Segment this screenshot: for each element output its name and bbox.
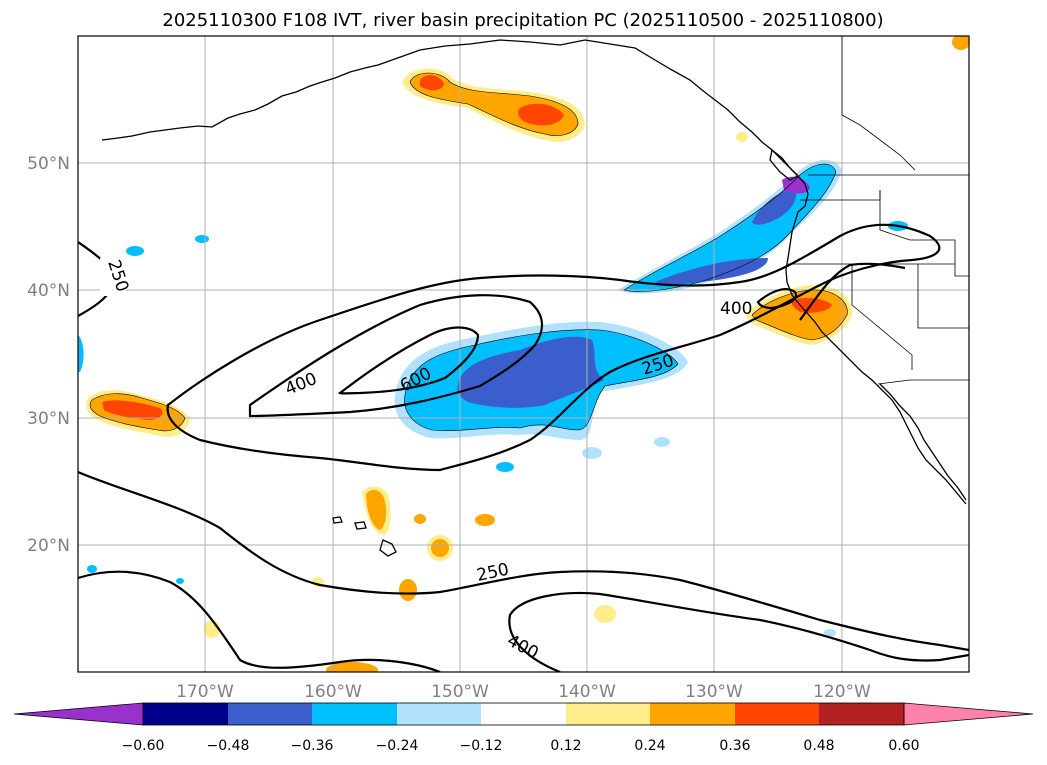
colorbar-tick-1: −0.60	[122, 738, 165, 754]
pc-pos-red-gulf-2	[517, 103, 564, 126]
positive-pc-fill	[86, 36, 969, 672]
lon-tick-160w: 160°W	[304, 682, 362, 702]
pc-pos-blob-2	[399, 579, 417, 601]
ivt-250-south-upper	[78, 470, 969, 652]
ivt-400-coast	[756, 262, 906, 321]
colorbar-above-triangle	[903, 702, 1034, 726]
colorbar-tick-7: 0.24	[634, 738, 665, 754]
colorbar-tick-4: −0.24	[376, 738, 419, 754]
colorbar-tick-5: −0.12	[460, 738, 503, 754]
coast-hawaii-oahu	[332, 516, 343, 524]
colorbar-tick-6: 0.12	[550, 738, 581, 754]
pc-outline-west	[89, 393, 186, 432]
lon-tick-130w: 130°W	[685, 682, 743, 702]
lat-tick-50n: 50°N	[27, 154, 70, 174]
pc-pos-mid-hawaii	[366, 489, 387, 530]
pc-pos-blob-3	[475, 514, 495, 526]
label-bg-1	[100, 258, 126, 296]
pc-neg-dark-oregon-south	[655, 258, 768, 285]
coast-us-west	[785, 221, 967, 505]
colorbar-tick-3: −0.36	[291, 738, 334, 754]
pc-outline-east-pacific	[404, 329, 679, 431]
ivt-contours	[78, 223, 969, 672]
pc-neg-blob-3	[496, 462, 514, 472]
pc-outline-gulf	[409, 72, 579, 136]
coast-baja	[879, 383, 967, 501]
pc-pos-blob-5	[594, 605, 616, 623]
pc-pos-blob-4	[414, 514, 426, 524]
lon-tick-150w: 150°W	[431, 682, 489, 702]
pc-neg-west-edge	[78, 335, 84, 372]
colorbar-bin-2	[228, 703, 312, 725]
map-frame	[77, 35, 970, 673]
figure-title: 2025110300 F108 IVT, river basin precipi…	[162, 10, 883, 31]
ivt-250-south-lower	[78, 570, 441, 672]
border-ca-nv	[851, 264, 913, 370]
pc-neg-blob-9	[176, 578, 184, 584]
pc-pos-blob-10	[736, 132, 748, 142]
negative-pc-fill	[78, 159, 908, 637]
colorbar-bin-5	[481, 703, 566, 725]
colorbar-bin-1	[143, 703, 228, 725]
map-area: 250 400 600 250 400 250 400	[78, 36, 969, 672]
pc-neg-blob-2	[195, 235, 209, 243]
coast-alaska	[391, 39, 799, 177]
pc-pos-blob-9	[952, 36, 969, 50]
lat-tick-labels: 50°N 40°N 30°N 20°N	[27, 154, 70, 556]
colorbar-tick-9: 0.48	[803, 738, 834, 754]
gridlines	[78, 36, 969, 672]
colorbar-bin-7	[650, 703, 735, 725]
colorbar-bin-8	[735, 703, 819, 725]
ivt-250-main	[166, 223, 941, 472]
pc-pos-red-gulf-1	[420, 75, 444, 91]
pc-neg-dark-east-pacific	[457, 336, 604, 408]
colorbar-bin-3	[312, 703, 397, 725]
pc-neg-blob-4	[582, 447, 602, 459]
coastlines	[101, 39, 967, 557]
pc-neg-blob-1	[126, 246, 144, 256]
ivt-600	[337, 326, 480, 395]
colorbar-frame	[142, 702, 905, 726]
lon-tick-140w: 140°W	[558, 682, 616, 702]
pc-neg-blob-8	[87, 565, 97, 573]
lat-tick-20n: 20°N	[27, 536, 70, 556]
pc-outline-oregon	[623, 163, 837, 292]
colorbar-tick-8: 0.36	[719, 738, 750, 754]
pc-pos-blob-8	[326, 662, 378, 672]
ivt-400-center	[248, 294, 543, 418]
border-alaska-canada	[841, 36, 916, 171]
pc-outline-ca	[751, 289, 848, 341]
pc-pos-red-west	[102, 400, 163, 420]
lon-tick-labels: 170°W 160°W 150°W 140°W 130°W 120°W	[176, 682, 871, 702]
lon-tick-120w: 120°W	[813, 682, 871, 702]
border-us-mexico	[877, 379, 969, 385]
coast-hawaii-maui	[354, 521, 367, 530]
coast-aleutians	[101, 59, 393, 141]
pc-neg-blob-7	[824, 629, 836, 637]
border-nv-az	[917, 264, 969, 329]
colorbar-tick-10: 0.60	[888, 738, 919, 754]
colorbar-bin-6	[566, 703, 650, 725]
coast-hawaii-big	[379, 539, 397, 557]
coast-vancouver	[769, 148, 800, 181]
ivt-label-400-coast: 400	[720, 299, 752, 319]
border-idaho	[879, 190, 969, 277]
colorbar: −0.60 −0.48 −0.36 −0.24 −0.12 0.12 0.24 …	[13, 702, 1034, 754]
colorbar-tick-2: −0.48	[207, 738, 250, 754]
ivt-400-south	[508, 591, 969, 672]
colorbar-bin-4	[397, 703, 481, 725]
colorbar-below-triangle	[13, 702, 144, 726]
pc-pos-blob-1b	[431, 539, 449, 557]
lat-tick-30n: 30°N	[27, 409, 70, 429]
lat-tick-40n: 40°N	[27, 281, 70, 301]
lon-tick-170w: 170°W	[176, 682, 234, 702]
pc-neg-dark-oregon-north	[752, 188, 797, 225]
pc-neg-blob-5	[654, 437, 670, 447]
pc-outlines	[89, 72, 848, 432]
colorbar-bin-9	[819, 703, 904, 725]
